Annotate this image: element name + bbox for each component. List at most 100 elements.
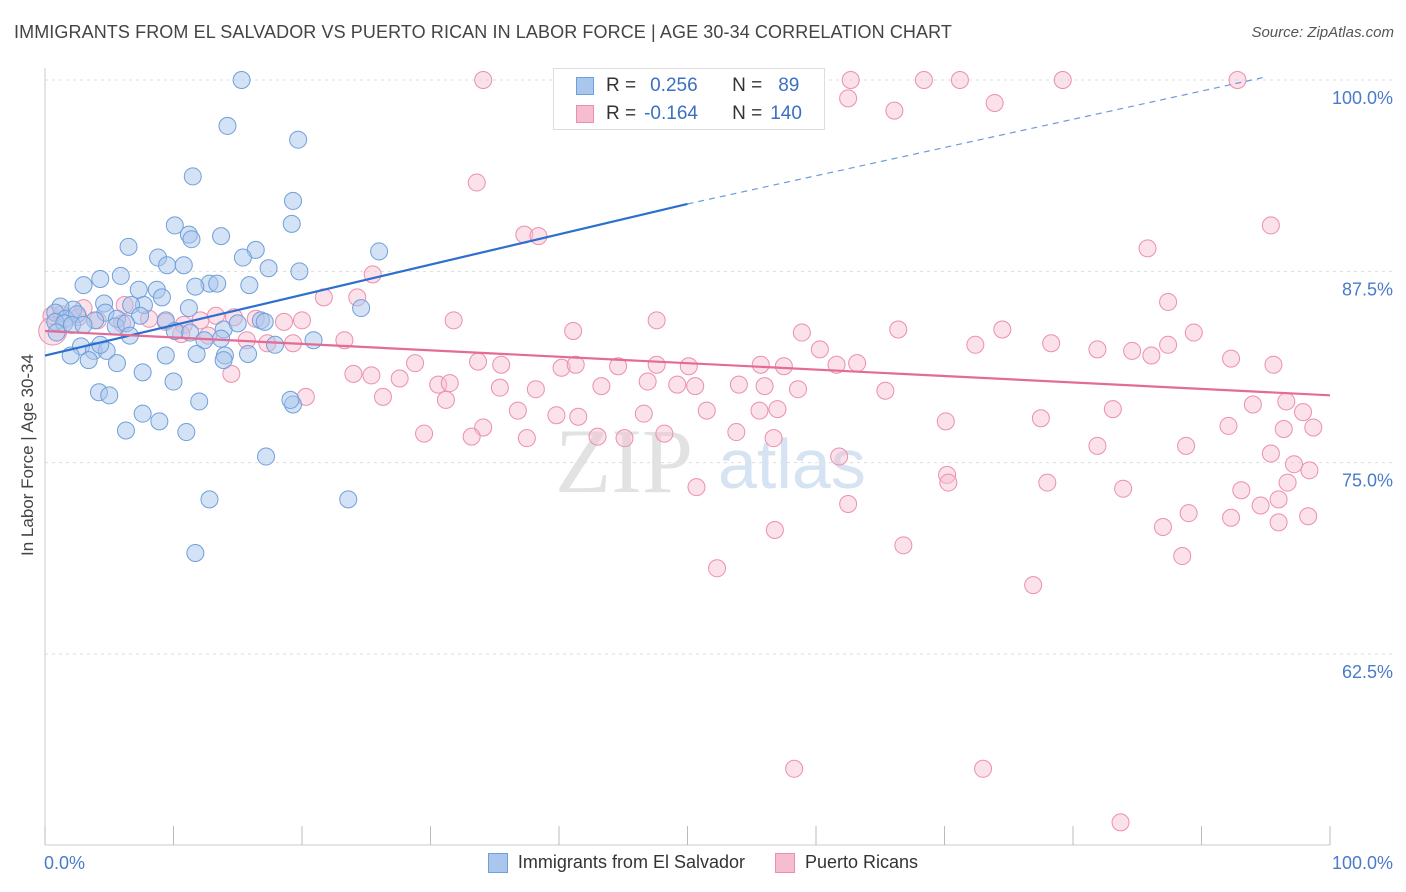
data-point-el-salvador [218, 116, 237, 135]
data-point-puerto-ricans [1123, 341, 1142, 360]
data-point-puerto-ricans [373, 387, 392, 406]
data-point-puerto-ricans [827, 355, 846, 374]
n-label: N = [732, 103, 763, 124]
data-point-el-salvador [255, 312, 274, 331]
data-point-puerto-ricans [566, 355, 585, 374]
data-point-puerto-ricans [390, 369, 409, 388]
data-point-puerto-ricans [474, 71, 493, 89]
data-point-el-salvador [152, 288, 171, 307]
data-point-puerto-ricans [1304, 418, 1323, 437]
data-point-puerto-ricans [1251, 496, 1270, 515]
data-point-puerto-ricans [985, 93, 1004, 112]
data-point-puerto-ricans [1179, 504, 1198, 523]
data-point-el-salvador [133, 363, 152, 382]
legend-label-puerto-ricans: Puerto Ricans [805, 852, 919, 872]
data-point-puerto-ricans [469, 352, 488, 371]
data-point-el-salvador [156, 346, 175, 365]
data-point-puerto-ricans [993, 320, 1012, 339]
data-point-puerto-ricans [697, 401, 716, 420]
trend-lines [44, 76, 1331, 397]
r-label: R = [606, 75, 637, 96]
data-point-puerto-ricans [444, 311, 463, 330]
chart-title: IMMIGRANTS FROM EL SALVADOR VS PUERTO RI… [14, 22, 952, 42]
legend-item-puerto-ricans: Puerto Ricans [775, 852, 918, 873]
swatch-el-salvador [576, 77, 594, 95]
axes [44, 68, 1331, 846]
data-point-puerto-ricans [492, 355, 511, 374]
data-point-puerto-ricans [1285, 455, 1304, 474]
x-tick-label: 0.0% [44, 853, 85, 873]
data-point-puerto-ricans [490, 378, 509, 397]
data-point-el-salvador [240, 276, 259, 295]
data-point-puerto-ricans [1159, 292, 1178, 311]
data-point-puerto-ricans [1261, 216, 1280, 235]
data-point-puerto-ricans [1088, 340, 1107, 359]
data-point-el-salvador [164, 372, 183, 391]
data-point-el-salvador [177, 423, 196, 442]
data-point-puerto-ricans [436, 390, 455, 409]
r-label: R = [606, 103, 637, 124]
data-point-puerto-ricans [1222, 508, 1241, 527]
data-point-puerto-ricans [839, 89, 858, 108]
data-point-puerto-ricans [765, 521, 784, 540]
data-point-puerto-ricans [638, 372, 657, 391]
data-point-puerto-ricans [774, 357, 793, 376]
data-point-puerto-ricans [889, 320, 908, 339]
data-point-puerto-ricans [936, 412, 955, 431]
data-point-el-salvador [233, 248, 252, 267]
data-point-puerto-ricans [679, 357, 698, 376]
data-point-puerto-ricans [1232, 481, 1251, 500]
data-point-el-salvador [158, 256, 177, 275]
data-point-el-salvador [352, 299, 371, 318]
data-point-puerto-ricans [1173, 547, 1192, 566]
data-point-puerto-ricans [440, 374, 459, 393]
data-point-puerto-ricans [1114, 479, 1133, 498]
data-point-puerto-ricans [1222, 349, 1241, 368]
data-point-puerto-ricans [974, 759, 993, 778]
data-point-puerto-ricans [841, 71, 860, 89]
y-tick-label: 87.5% [1342, 279, 1393, 299]
data-point-el-salvador [119, 237, 138, 256]
data-point-puerto-ricans [1294, 403, 1313, 422]
data-point-el-salvador [181, 323, 200, 342]
data-point-puerto-ricans [588, 427, 607, 446]
data-point-puerto-ricans [508, 401, 527, 420]
data-point-puerto-ricans [785, 759, 804, 778]
data-point-puerto-ricans [1103, 400, 1122, 419]
data-point-puerto-ricans [1042, 334, 1061, 353]
data-point-puerto-ricans [792, 323, 811, 342]
legend-swatch-puerto-ricans [775, 852, 795, 873]
n-value: 89 [778, 75, 800, 96]
data-point-puerto-ricans [547, 406, 566, 425]
data-point-el-salvador [200, 490, 219, 509]
data-point-puerto-ricans [768, 400, 787, 419]
trend-line-el-salvador [44, 202, 688, 357]
r-value: -0.164 [644, 103, 698, 124]
data-point-puerto-ricans [552, 358, 571, 377]
data-point-puerto-ricans [1111, 813, 1130, 832]
data-point-puerto-ricans [1243, 395, 1262, 414]
data-point-puerto-ricans [668, 375, 687, 394]
data-point-el-salvador [182, 230, 201, 249]
data-point-puerto-ricans [569, 407, 588, 426]
data-point-puerto-ricans [529, 227, 548, 246]
data-point-puerto-ricans [764, 429, 783, 448]
data-point-el-salvador [79, 351, 98, 370]
source-label: Source: ZipAtlas.com [1251, 24, 1394, 41]
data-point-el-salvador [232, 71, 251, 89]
data-point-puerto-ricans [876, 381, 895, 400]
data-point-puerto-ricans [727, 423, 746, 442]
data-point-el-salvador [266, 335, 285, 354]
data-point-el-salvador [74, 276, 93, 295]
data-point-el-salvador [282, 214, 301, 233]
data-point-puerto-ricans [1142, 346, 1161, 365]
data-point-puerto-ricans [914, 71, 933, 89]
data-point-puerto-ricans [1228, 71, 1247, 89]
y-tick-label: 100.0% [1332, 88, 1393, 108]
data-point-el-salvador [91, 269, 110, 288]
watermark: ZIP atlas [555, 410, 866, 512]
data-point-el-salvador [174, 256, 193, 275]
data-point-puerto-ricans [950, 71, 969, 89]
data-point-el-salvador [370, 242, 389, 261]
